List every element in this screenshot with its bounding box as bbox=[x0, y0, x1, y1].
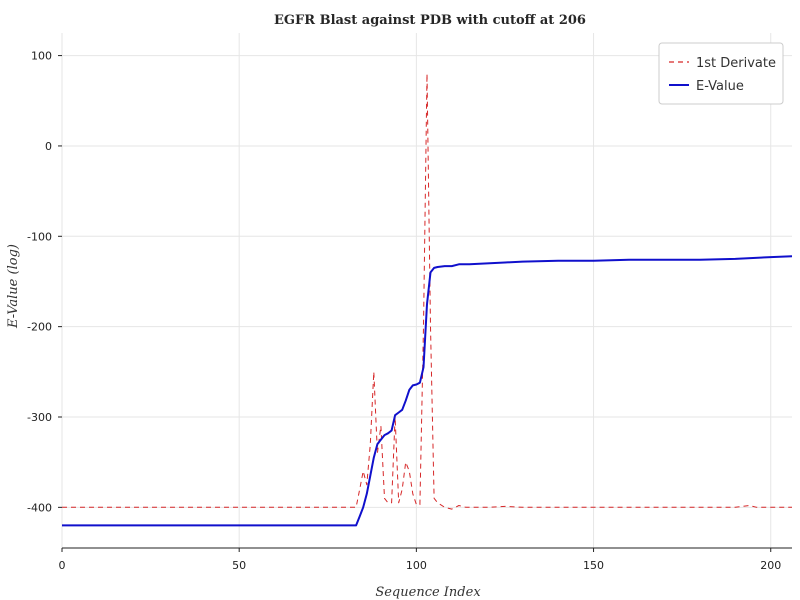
legend-box bbox=[658, 42, 784, 105]
y-tick-label: -300 bbox=[27, 411, 52, 424]
x-tick-label: 150 bbox=[583, 559, 604, 572]
axes bbox=[58, 55, 792, 552]
y-tick-label: -100 bbox=[27, 230, 52, 243]
y-axis-label: E-Value (log) bbox=[6, 244, 21, 329]
x-tick-label: 50 bbox=[232, 559, 246, 572]
y-tick-label: 100 bbox=[31, 50, 52, 63]
legend-label-e-value: E-Value bbox=[696, 79, 744, 94]
series-line-e-value bbox=[62, 255, 793, 527]
legend: 1st Derivate E-Value bbox=[658, 42, 784, 105]
grid bbox=[61, 33, 792, 548]
legend-label-1st-derivate: 1st Derivate bbox=[696, 56, 776, 71]
x-tick-label: 0 bbox=[59, 559, 66, 572]
tick-labels: 0 50 100 150 200 100 0 -100 -200 -300 -400 bbox=[27, 50, 781, 572]
chart-title: EGFR Blast against PDB with cutoff at 20… bbox=[274, 13, 586, 28]
y-tick-label: -400 bbox=[27, 501, 52, 514]
x-axis-label: Sequence Index bbox=[375, 585, 481, 600]
y-tick-label: -200 bbox=[27, 321, 52, 334]
series-line-1st-derivate bbox=[62, 73, 792, 510]
y-tick-label: 0 bbox=[45, 140, 52, 153]
x-tick-label: 100 bbox=[406, 559, 427, 572]
plot-series bbox=[62, 73, 793, 527]
x-tick-label: 200 bbox=[760, 559, 781, 572]
